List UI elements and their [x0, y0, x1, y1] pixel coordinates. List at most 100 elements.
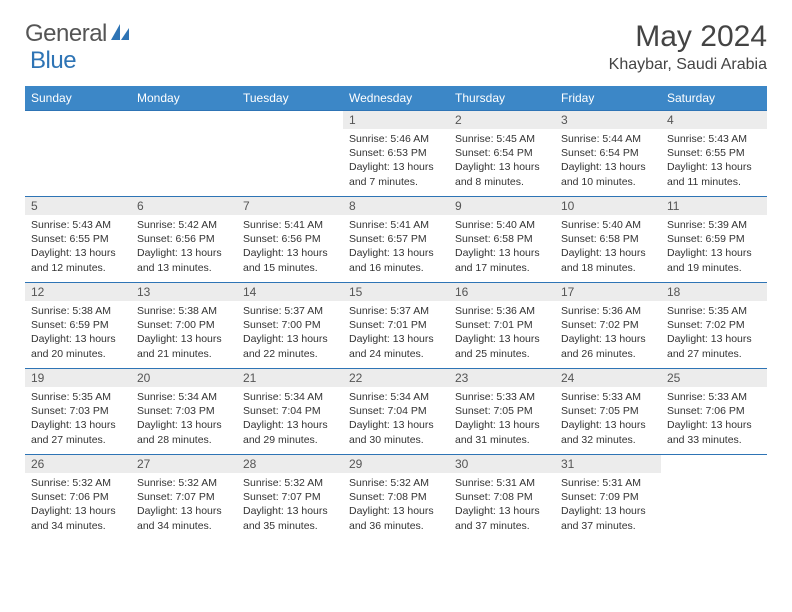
day-number: 15	[343, 283, 449, 301]
calendar-day-cell: 1Sunrise: 5:46 AMSunset: 6:53 PMDaylight…	[343, 111, 449, 197]
daylight-text-2: and 21 minutes.	[137, 347, 231, 361]
day-number: 3	[555, 111, 661, 129]
calendar-day-cell: 14Sunrise: 5:37 AMSunset: 7:00 PMDayligh…	[237, 283, 343, 369]
calendar-page: General May 2024 Khaybar, Saudi Arabia B…	[0, 0, 792, 561]
day-number: 22	[343, 369, 449, 387]
sunset-text: Sunset: 7:08 PM	[455, 490, 549, 504]
day-number: 19	[25, 369, 131, 387]
daylight-text-1: Daylight: 13 hours	[561, 504, 655, 518]
weekday-header: Wednesday	[343, 86, 449, 111]
day-number: 10	[555, 197, 661, 215]
calendar-day-cell: 6Sunrise: 5:42 AMSunset: 6:56 PMDaylight…	[131, 197, 237, 283]
day-details: Sunrise: 5:41 AMSunset: 6:56 PMDaylight:…	[237, 215, 343, 278]
sunrise-text: Sunrise: 5:36 AM	[561, 304, 655, 318]
calendar-day-cell: 20Sunrise: 5:34 AMSunset: 7:03 PMDayligh…	[131, 369, 237, 455]
calendar-day-cell: 2Sunrise: 5:45 AMSunset: 6:54 PMDaylight…	[449, 111, 555, 197]
daylight-text-1: Daylight: 13 hours	[137, 418, 231, 432]
daylight-text-2: and 17 minutes.	[455, 261, 549, 275]
day-details: Sunrise: 5:43 AMSunset: 6:55 PMDaylight:…	[25, 215, 131, 278]
daylight-text-1: Daylight: 13 hours	[31, 418, 125, 432]
daylight-text-1: Daylight: 13 hours	[31, 246, 125, 260]
daylight-text-1: Daylight: 13 hours	[137, 246, 231, 260]
sunset-text: Sunset: 6:56 PM	[137, 232, 231, 246]
day-details: Sunrise: 5:34 AMSunset: 7:03 PMDaylight:…	[131, 387, 237, 450]
sunrise-text: Sunrise: 5:34 AM	[137, 390, 231, 404]
calendar-day-cell: 12Sunrise: 5:38 AMSunset: 6:59 PMDayligh…	[25, 283, 131, 369]
calendar-week-row: 5Sunrise: 5:43 AMSunset: 6:55 PMDaylight…	[25, 197, 767, 283]
daylight-text-2: and 37 minutes.	[455, 519, 549, 533]
daylight-text-1: Daylight: 13 hours	[243, 418, 337, 432]
calendar-day-cell	[131, 111, 237, 197]
day-details: Sunrise: 5:46 AMSunset: 6:53 PMDaylight:…	[343, 129, 449, 192]
sunset-text: Sunset: 7:02 PM	[561, 318, 655, 332]
daylight-text-2: and 34 minutes.	[137, 519, 231, 533]
daylight-text-1: Daylight: 13 hours	[667, 332, 761, 346]
day-number: 9	[449, 197, 555, 215]
daylight-text-2: and 16 minutes.	[349, 261, 443, 275]
sunrise-text: Sunrise: 5:34 AM	[349, 390, 443, 404]
logo: General	[25, 20, 133, 48]
daylight-text-2: and 28 minutes.	[137, 433, 231, 447]
sunset-text: Sunset: 7:03 PM	[137, 404, 231, 418]
day-number: 24	[555, 369, 661, 387]
sunrise-text: Sunrise: 5:33 AM	[561, 390, 655, 404]
day-number: 25	[661, 369, 767, 387]
sunset-text: Sunset: 6:53 PM	[349, 146, 443, 160]
calendar-table: SundayMondayTuesdayWednesdayThursdayFrid…	[25, 86, 767, 541]
daylight-text-2: and 11 minutes.	[667, 175, 761, 189]
weekday-header: Tuesday	[237, 86, 343, 111]
calendar-day-cell: 28Sunrise: 5:32 AMSunset: 7:07 PMDayligh…	[237, 455, 343, 541]
calendar-day-cell: 29Sunrise: 5:32 AMSunset: 7:08 PMDayligh…	[343, 455, 449, 541]
daylight-text-2: and 12 minutes.	[31, 261, 125, 275]
day-details: Sunrise: 5:40 AMSunset: 6:58 PMDaylight:…	[555, 215, 661, 278]
day-details: Sunrise: 5:33 AMSunset: 7:05 PMDaylight:…	[555, 387, 661, 450]
day-details: Sunrise: 5:42 AMSunset: 6:56 PMDaylight:…	[131, 215, 237, 278]
day-number: 16	[449, 283, 555, 301]
day-number: 7	[237, 197, 343, 215]
day-details: Sunrise: 5:40 AMSunset: 6:58 PMDaylight:…	[449, 215, 555, 278]
daylight-text-2: and 18 minutes.	[561, 261, 655, 275]
daylight-text-1: Daylight: 13 hours	[137, 332, 231, 346]
daylight-text-2: and 20 minutes.	[31, 347, 125, 361]
daylight-text-2: and 22 minutes.	[243, 347, 337, 361]
daylight-text-2: and 30 minutes.	[349, 433, 443, 447]
daylight-text-2: and 31 minutes.	[455, 433, 549, 447]
day-number: 4	[661, 111, 767, 129]
daylight-text-1: Daylight: 13 hours	[243, 246, 337, 260]
daylight-text-1: Daylight: 13 hours	[455, 418, 549, 432]
day-number: 21	[237, 369, 343, 387]
day-details: Sunrise: 5:31 AMSunset: 7:09 PMDaylight:…	[555, 473, 661, 536]
logo-sail-icon	[109, 22, 131, 47]
sunset-text: Sunset: 6:54 PM	[561, 146, 655, 160]
sunrise-text: Sunrise: 5:35 AM	[667, 304, 761, 318]
day-details: Sunrise: 5:45 AMSunset: 6:54 PMDaylight:…	[449, 129, 555, 192]
calendar-day-cell: 11Sunrise: 5:39 AMSunset: 6:59 PMDayligh…	[661, 197, 767, 283]
daylight-text-2: and 8 minutes.	[455, 175, 549, 189]
day-details: Sunrise: 5:31 AMSunset: 7:08 PMDaylight:…	[449, 473, 555, 536]
sunrise-text: Sunrise: 5:31 AM	[561, 476, 655, 490]
sunrise-text: Sunrise: 5:43 AM	[667, 132, 761, 146]
day-details: Sunrise: 5:32 AMSunset: 7:07 PMDaylight:…	[237, 473, 343, 536]
sunrise-text: Sunrise: 5:31 AM	[455, 476, 549, 490]
sunset-text: Sunset: 7:00 PM	[243, 318, 337, 332]
day-details: Sunrise: 5:35 AMSunset: 7:03 PMDaylight:…	[25, 387, 131, 450]
daylight-text-1: Daylight: 13 hours	[243, 504, 337, 518]
day-number: 31	[555, 455, 661, 473]
daylight-text-2: and 29 minutes.	[243, 433, 337, 447]
day-number: 30	[449, 455, 555, 473]
calendar-head: SundayMondayTuesdayWednesdayThursdayFrid…	[25, 86, 767, 111]
sunset-text: Sunset: 6:57 PM	[349, 232, 443, 246]
calendar-day-cell	[25, 111, 131, 197]
sunset-text: Sunset: 6:59 PM	[31, 318, 125, 332]
calendar-day-cell	[661, 455, 767, 541]
title-block: May 2024 Khaybar, Saudi Arabia	[609, 20, 767, 74]
page-header: General May 2024 Khaybar, Saudi Arabia	[25, 20, 767, 74]
sunset-text: Sunset: 6:54 PM	[455, 146, 549, 160]
sunrise-text: Sunrise: 5:37 AM	[243, 304, 337, 318]
day-number: 8	[343, 197, 449, 215]
daylight-text-1: Daylight: 13 hours	[455, 504, 549, 518]
day-details: Sunrise: 5:37 AMSunset: 7:00 PMDaylight:…	[237, 301, 343, 364]
calendar-day-cell: 25Sunrise: 5:33 AMSunset: 7:06 PMDayligh…	[661, 369, 767, 455]
day-number: 1	[343, 111, 449, 129]
day-details: Sunrise: 5:35 AMSunset: 7:02 PMDaylight:…	[661, 301, 767, 364]
